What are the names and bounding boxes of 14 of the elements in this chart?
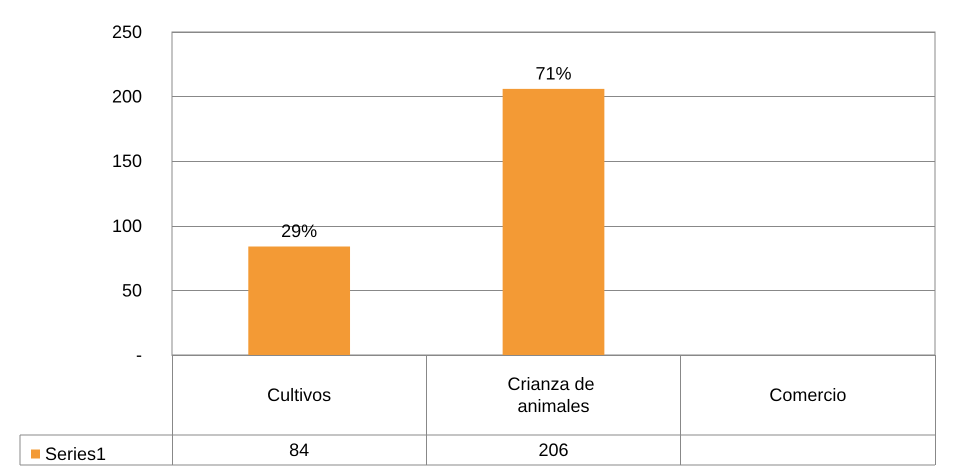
y-tick-label: 250 bbox=[112, 22, 142, 42]
y-tick-label: 100 bbox=[112, 216, 142, 236]
annotation: 29% bbox=[281, 220, 318, 241]
x-tick-label: Cultivos bbox=[267, 385, 332, 405]
annotation: 71% bbox=[535, 63, 572, 84]
y-tick-label: 150 bbox=[112, 151, 142, 172]
x-tick-label: Comercio bbox=[769, 385, 846, 405]
x-tick-label: Crianza de animales bbox=[507, 374, 600, 416]
legend-label: Series1 bbox=[45, 444, 106, 464]
y-tick-label: 200 bbox=[112, 86, 142, 107]
y-tick-label: - bbox=[136, 345, 142, 365]
y-tick-label: 50 bbox=[122, 280, 142, 300]
data-label: 206 bbox=[538, 440, 569, 460]
data-label: 84 bbox=[289, 440, 310, 460]
